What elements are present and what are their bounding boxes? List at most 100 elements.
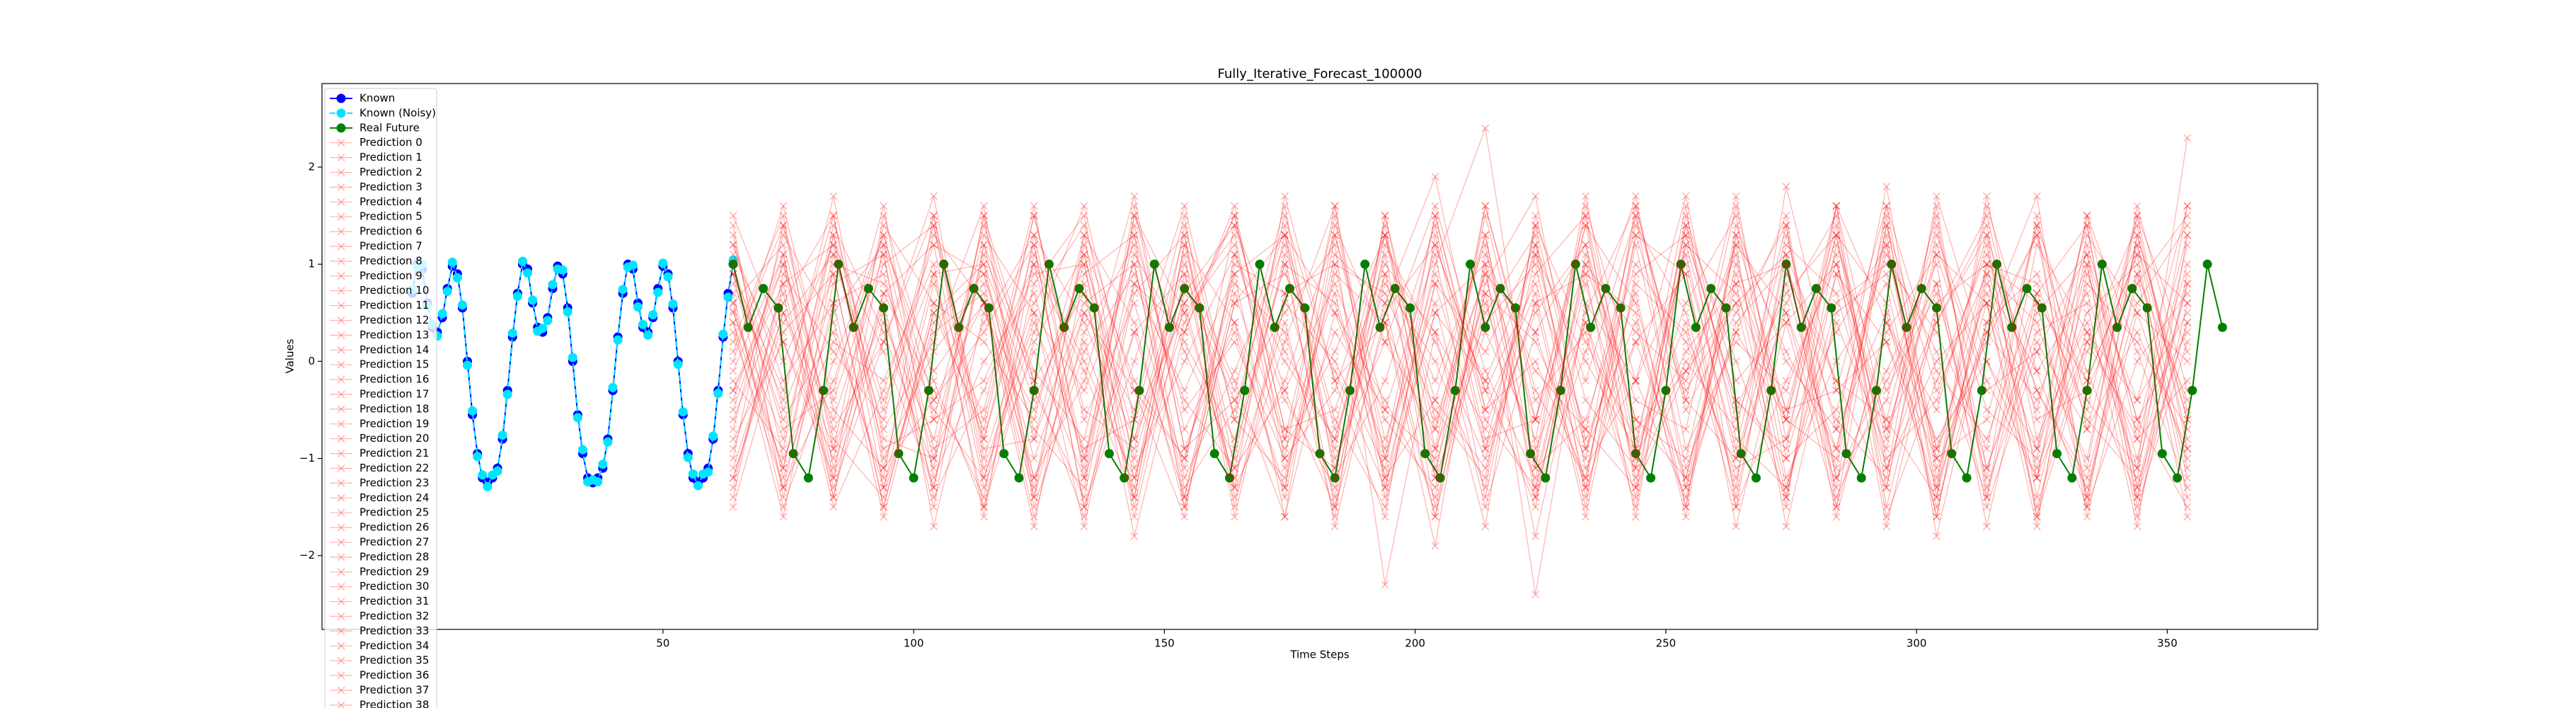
legend-entry: Prediction 33 [330,624,429,637]
data-point [929,221,938,229]
data-point [1180,260,1189,268]
data-point [1030,202,1038,210]
data-point [1882,221,1891,229]
data-point [929,464,938,472]
data-point [929,241,938,249]
data-point [1231,445,1239,453]
data-point [447,257,457,267]
data-point [829,309,838,317]
data-point [1581,503,1590,511]
legend-entry: Prediction 19 [330,417,429,430]
data-point [703,467,713,477]
legend-entry: Prediction 21 [330,447,429,459]
data-point [1581,513,1590,521]
data-point [1481,280,1490,288]
data-point [2183,386,2192,395]
data-point [729,307,737,315]
data-point [1581,260,1590,268]
data-point [1280,357,1289,365]
data-point [2032,396,2041,404]
data-point [729,455,737,463]
legend-marker [337,183,345,191]
data-point [1030,474,1038,482]
data-point [2112,322,2122,332]
data-point [2083,221,2091,229]
data-point [2217,322,2227,332]
data-point [829,396,838,404]
data-point [1631,192,1640,200]
data-point [658,258,668,268]
data-point [1782,435,1790,443]
data-point [1882,464,1891,472]
data-point [1180,484,1189,492]
legend-label: Prediction 5 [360,210,422,223]
data-point [1631,299,1640,307]
data-point [1330,309,1339,317]
data-point [1030,523,1038,531]
data-point [1681,192,1690,200]
data-point [829,474,838,482]
data-point [829,328,838,336]
data-point [1280,464,1289,472]
data-point [2032,289,2041,297]
data-point [1882,416,1891,424]
data-point [1080,328,1088,336]
legend-entry: Known [330,92,395,105]
series [729,192,2192,540]
data-point [1231,513,1239,521]
data-point [1431,542,1439,550]
data-point [829,280,838,288]
data-point [1466,259,1476,269]
data-point [1431,445,1439,453]
data-point [929,318,938,327]
data-point [2032,367,2041,375]
legend-label: Prediction 6 [360,225,422,238]
data-point [829,221,838,229]
data-point [729,493,737,501]
data-point [1782,445,1790,453]
data-point [1381,289,1389,297]
data-point [1681,221,1690,229]
data-point [1681,270,1690,278]
data-point [1481,377,1490,385]
data-point [1180,425,1189,433]
data-point [1882,338,1891,346]
data-point [688,469,698,479]
data-point [1982,318,1991,327]
data-point [2032,367,2041,375]
data-point [1832,241,1841,249]
data-point [2183,377,2192,385]
data-point [2142,303,2152,313]
data-point [1130,406,1139,414]
data-point [1330,464,1339,472]
data-point [1180,212,1189,220]
data-point [829,348,838,356]
data-point [1180,513,1189,521]
series [729,173,2192,531]
data-point [880,328,888,336]
data-point [1732,260,1740,268]
data-point [1531,464,1540,472]
y-tick-label: 1 [308,258,315,270]
data-point [1982,493,1991,501]
data-point [1130,328,1139,336]
data-point [1732,270,1740,278]
data-point [1782,484,1790,492]
data-point [1782,493,1790,501]
data-point [729,425,737,433]
data-point [1882,455,1891,463]
data-point [2183,289,2192,297]
data-point [1231,455,1239,463]
data-point [1381,260,1389,268]
x-tick-label: 100 [904,637,924,650]
data-point [462,360,472,370]
data-point [829,338,838,346]
data-point [729,270,737,278]
data-point [979,212,988,220]
data-point [779,299,788,307]
data-point [2133,241,2141,249]
data-point [2083,503,2091,511]
data-point [1080,289,1088,297]
data-point [759,283,769,293]
data-point [2173,473,2183,483]
